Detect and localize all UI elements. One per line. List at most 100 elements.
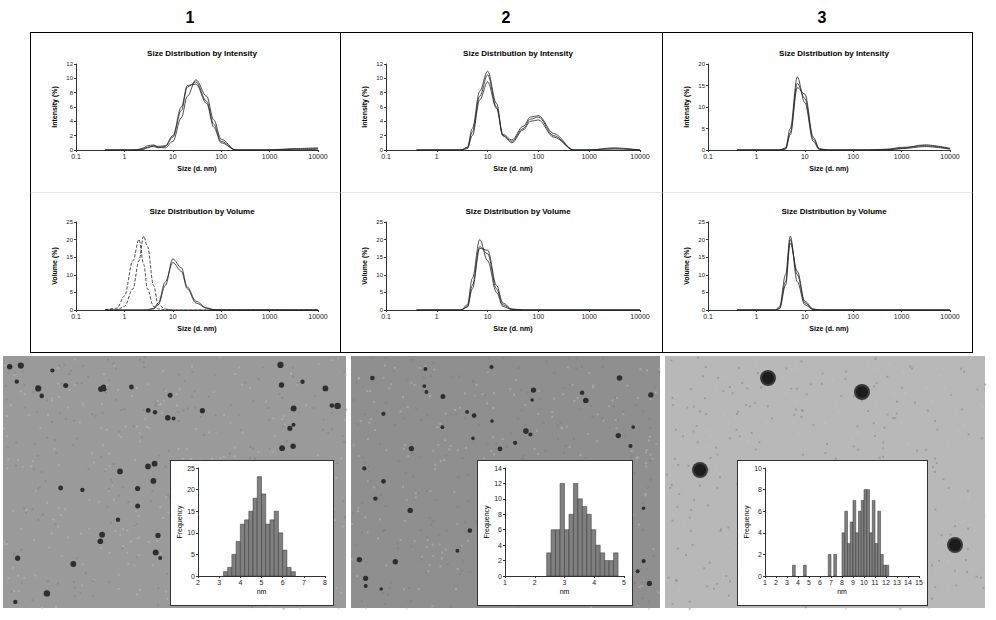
svg-text:5: 5 xyxy=(380,289,384,295)
svg-text:4: 4 xyxy=(70,118,74,124)
svg-text:5: 5 xyxy=(622,579,626,586)
svg-text:1: 1 xyxy=(754,153,758,160)
svg-text:Intensity (%): Intensity (%) xyxy=(683,86,691,128)
svg-text:Frequency: Frequency xyxy=(743,505,751,539)
svg-text:10: 10 xyxy=(169,313,177,320)
svg-text:1000: 1000 xyxy=(262,313,278,320)
svg-text:10: 10 xyxy=(801,313,809,320)
svg-text:Volume (%): Volume (%) xyxy=(361,247,369,285)
svg-text:10: 10 xyxy=(860,579,868,586)
svg-text:14: 14 xyxy=(494,465,502,472)
svg-text:100: 100 xyxy=(533,153,545,160)
svg-text:nm: nm xyxy=(837,588,847,595)
svg-text:8: 8 xyxy=(70,90,74,96)
svg-text:0.1: 0.1 xyxy=(71,153,81,160)
svg-text:1: 1 xyxy=(435,153,439,160)
svg-text:8: 8 xyxy=(758,486,762,493)
svg-text:4: 4 xyxy=(592,579,596,586)
svg-text:14: 14 xyxy=(904,579,912,586)
svg-text:8: 8 xyxy=(323,579,327,586)
svg-text:8: 8 xyxy=(840,579,844,586)
svg-text:Volume (%): Volume (%) xyxy=(51,247,59,285)
svg-text:15: 15 xyxy=(187,508,195,515)
svg-text:10: 10 xyxy=(187,529,195,536)
svg-text:3: 3 xyxy=(818,9,827,26)
svg-text:8: 8 xyxy=(498,511,502,518)
svg-text:2: 2 xyxy=(380,133,384,139)
svg-text:20: 20 xyxy=(376,237,383,243)
svg-text:nm: nm xyxy=(560,588,570,595)
svg-text:10: 10 xyxy=(754,465,762,472)
svg-text:1000: 1000 xyxy=(581,313,597,320)
svg-text:15: 15 xyxy=(66,254,73,260)
svg-text:Size (d. nm): Size (d. nm) xyxy=(493,165,532,173)
svg-text:100: 100 xyxy=(847,153,859,160)
svg-text:15: 15 xyxy=(915,579,923,586)
svg-text:4: 4 xyxy=(796,579,800,586)
svg-text:0.1: 0.1 xyxy=(71,313,81,320)
svg-text:5: 5 xyxy=(191,551,195,558)
svg-text:8: 8 xyxy=(380,90,384,96)
svg-text:25: 25 xyxy=(66,219,73,225)
svg-text:Frequency: Frequency xyxy=(483,505,491,539)
svg-text:7: 7 xyxy=(302,579,306,586)
svg-text:9: 9 xyxy=(851,579,855,586)
svg-text:5: 5 xyxy=(70,289,74,295)
svg-text:10: 10 xyxy=(376,272,383,278)
svg-text:Size Distribution by Volume: Size Distribution by Volume xyxy=(781,207,887,216)
svg-text:15: 15 xyxy=(698,83,705,89)
svg-text:15: 15 xyxy=(376,254,383,260)
svg-text:nm: nm xyxy=(257,588,267,595)
svg-text:10000: 10000 xyxy=(630,313,650,320)
svg-text:6: 6 xyxy=(758,508,762,515)
svg-text:1: 1 xyxy=(763,579,767,586)
svg-text:0.1: 0.1 xyxy=(381,313,391,320)
svg-text:6: 6 xyxy=(281,579,285,586)
svg-text:11: 11 xyxy=(871,579,878,586)
svg-text:2: 2 xyxy=(758,551,762,558)
svg-text:3: 3 xyxy=(785,579,789,586)
svg-text:25: 25 xyxy=(187,465,195,472)
svg-text:6: 6 xyxy=(498,526,502,533)
svg-text:25: 25 xyxy=(376,219,383,225)
svg-text:2: 2 xyxy=(70,133,74,139)
svg-text:10: 10 xyxy=(169,153,177,160)
svg-text:20: 20 xyxy=(698,61,705,67)
svg-text:15: 15 xyxy=(698,254,705,260)
svg-text:1: 1 xyxy=(122,153,126,160)
svg-text:10000: 10000 xyxy=(940,313,960,320)
svg-text:10: 10 xyxy=(494,495,502,502)
svg-text:1: 1 xyxy=(186,9,195,26)
svg-text:4: 4 xyxy=(238,579,242,586)
svg-text:1: 1 xyxy=(503,579,507,586)
svg-text:1000: 1000 xyxy=(262,153,278,160)
svg-text:7: 7 xyxy=(829,579,833,586)
svg-text:0: 0 xyxy=(758,573,762,580)
svg-text:Frequency: Frequency xyxy=(176,505,184,539)
svg-text:1: 1 xyxy=(435,313,439,320)
svg-text:20: 20 xyxy=(187,486,195,493)
svg-text:25: 25 xyxy=(698,219,705,225)
svg-text:10000: 10000 xyxy=(630,153,650,160)
svg-text:Volume (%): Volume (%) xyxy=(683,247,691,285)
svg-text:4: 4 xyxy=(758,529,762,536)
svg-text:2: 2 xyxy=(196,579,200,586)
svg-text:6: 6 xyxy=(380,104,384,110)
svg-text:1: 1 xyxy=(754,313,758,320)
svg-text:1000: 1000 xyxy=(894,153,910,160)
svg-text:10000: 10000 xyxy=(308,153,328,160)
svg-text:2: 2 xyxy=(774,579,778,586)
svg-text:2: 2 xyxy=(502,9,511,26)
svg-text:2: 2 xyxy=(533,579,537,586)
svg-text:4: 4 xyxy=(498,542,502,549)
svg-text:0.1: 0.1 xyxy=(381,153,391,160)
svg-text:Size Distribution by Intensity: Size Distribution by Intensity xyxy=(147,49,257,58)
svg-text:20: 20 xyxy=(698,237,705,243)
svg-text:Intensity (%): Intensity (%) xyxy=(51,86,59,128)
svg-text:0.1: 0.1 xyxy=(703,153,713,160)
svg-text:10: 10 xyxy=(66,75,73,81)
svg-text:10: 10 xyxy=(484,313,492,320)
svg-text:5: 5 xyxy=(702,126,706,132)
svg-text:4: 4 xyxy=(380,118,384,124)
svg-text:0.1: 0.1 xyxy=(703,313,713,320)
